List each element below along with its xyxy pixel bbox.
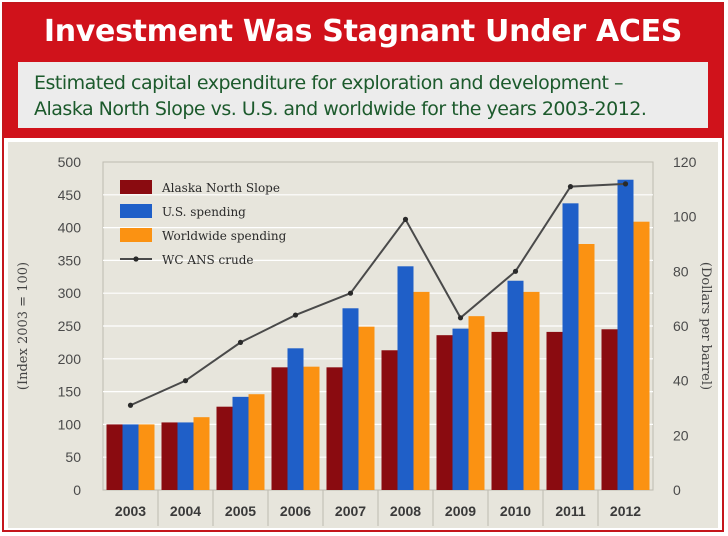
bar-u-s-spending (562, 203, 579, 490)
bar-alaska-north-slope (161, 422, 178, 490)
x-tick-label: 2004 (170, 503, 201, 519)
legend-swatch (120, 204, 152, 218)
bar-u-s-spending (232, 396, 249, 490)
bar-worldwide-spending (358, 326, 375, 490)
y-tick-label: 200 (58, 351, 82, 367)
y2-tick-label: 20 (673, 427, 689, 443)
y-axis-label: (Index 2003 = 100) (16, 262, 31, 390)
y2-tick-label: 100 (673, 209, 697, 225)
x-tick-label: 2011 (555, 503, 586, 519)
crude-price-point (567, 184, 574, 190)
subtitle-line-1: Estimated capital expenditure for explor… (34, 72, 624, 94)
bar-alaska-north-slope (216, 406, 233, 490)
bar-worldwide-spending (193, 417, 210, 490)
x-tick-label: 2006 (280, 503, 311, 519)
bar-alaska-north-slope (546, 331, 563, 490)
bar-worldwide-spending (248, 394, 265, 490)
legend-label: Alaska North Slope (161, 181, 280, 195)
bar-alaska-north-slope (491, 331, 508, 490)
bar-alaska-north-slope (271, 367, 288, 490)
y-tick-label: 100 (58, 416, 82, 432)
chart-title: Investment Was Stagnant Under ACES (43, 14, 683, 49)
x-tick-label: 2009 (445, 503, 476, 519)
y-tick-label: 50 (65, 449, 81, 465)
legend-label: U.S. spending (162, 205, 246, 219)
x-tick-label: 2010 (500, 503, 531, 519)
legend-line-marker (133, 256, 139, 262)
x-tick-label: 2007 (335, 503, 366, 519)
crude-price-point (512, 268, 519, 274)
bar-u-s-spending (177, 422, 194, 490)
bar-alaska-north-slope (436, 335, 453, 490)
crude-price-line (130, 182, 626, 407)
y-tick-label: 400 (58, 220, 82, 236)
bar-worldwide-spending (633, 221, 650, 491)
bar-u-s-spending (507, 280, 524, 490)
bar-worldwide-spending (138, 424, 155, 490)
crude-price-point (457, 315, 464, 321)
y2-tick-label: 80 (673, 263, 689, 279)
crude-price-point (402, 216, 409, 222)
bar-alaska-north-slope (326, 367, 343, 490)
header-banner: Investment Was Stagnant Under ACES Estim… (4, 4, 722, 138)
subtitle-line-2: Alaska North Slope vs. U.S. and worldwid… (34, 98, 647, 120)
y2-axis-label: (Dollars per barrel) (698, 262, 713, 390)
x-tick-label: 2008 (390, 503, 421, 519)
bar-worldwide-spending (303, 366, 320, 490)
legend-swatch (120, 180, 152, 194)
plot-area: 0 50 100 150 200 250 300 350 400 450 500 0 20 40 60 80 1… (8, 142, 718, 528)
bar-alaska-north-slope (381, 350, 398, 490)
bar-worldwide-spending (523, 291, 540, 490)
bar-alaska-north-slope (106, 424, 123, 490)
bar-u-s-spending (397, 266, 414, 490)
bar-worldwide-spending (468, 316, 485, 490)
bar-u-s-spending (617, 179, 634, 490)
y-tick-label: 500 (58, 154, 82, 170)
y-tick-label: 250 (58, 318, 82, 334)
legend-swatch (120, 228, 152, 242)
y-tick-label: 300 (58, 285, 82, 301)
bar-u-s-spending (122, 424, 139, 490)
crude-price-point (237, 339, 244, 345)
subtitle-box: Estimated capital expenditure for explor… (18, 62, 708, 128)
y-tick-label: 150 (58, 384, 82, 400)
crude-price-point (292, 312, 299, 318)
y-tick-label: 350 (58, 252, 82, 268)
legend-label: Worldwide spending (162, 229, 287, 243)
crude-price-point (127, 402, 134, 408)
bar-u-s-spending (342, 308, 359, 490)
x-tick-label: 2012 (610, 503, 641, 519)
x-tick-label: 2003 (115, 503, 146, 519)
y2-tick-label: 60 (673, 318, 689, 334)
crude-price-point (182, 378, 189, 384)
y-tick-label: 450 (58, 187, 82, 203)
legend-label: WC ANS crude (162, 253, 254, 267)
y-tick-label: 0 (73, 482, 81, 498)
y2-tick-label: 120 (673, 154, 697, 170)
chart-svg: 0 50 100 150 200 250 300 350 400 450 500 0 20 40 60 80 1… (16, 154, 713, 526)
crude-price-point (622, 181, 629, 187)
bar-u-s-spending (452, 328, 469, 490)
bar-alaska-north-slope (601, 329, 618, 490)
y2-tick-label: 40 (673, 373, 689, 389)
crude-price-point (347, 290, 354, 296)
bar-worldwide-spending (578, 244, 595, 490)
bar-worldwide-spending (413, 291, 430, 490)
bar-u-s-spending (287, 348, 304, 490)
y2-tick-label: 0 (673, 482, 681, 498)
x-tick-label: 2005 (225, 503, 256, 519)
